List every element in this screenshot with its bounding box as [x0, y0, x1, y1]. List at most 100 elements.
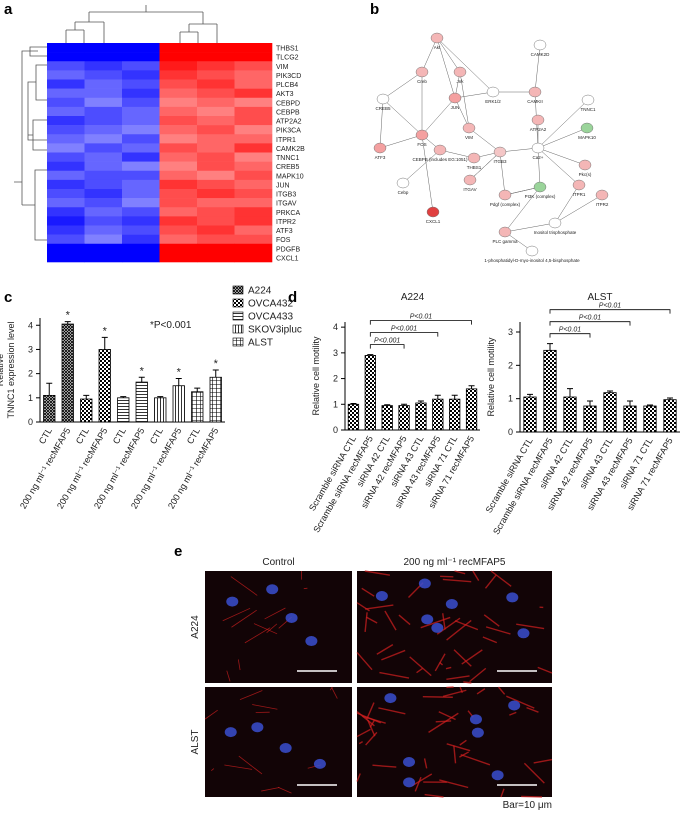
- significance: *: [214, 358, 219, 370]
- heatmap-cell: [47, 189, 85, 199]
- row-label: ITGAV: [276, 201, 297, 208]
- network-edge: [421, 97, 456, 136]
- network-label: ITPR2: [596, 202, 609, 207]
- heatmap-cell: [234, 243, 273, 254]
- heatmap-cell: [84, 116, 123, 126]
- fiber: [482, 636, 498, 644]
- error-bar: [627, 400, 633, 406]
- heatmap-cell: [234, 70, 273, 80]
- fiber: [211, 768, 215, 772]
- fiber: [461, 649, 483, 665]
- nucleus: [508, 700, 521, 711]
- nucleus: [431, 622, 444, 633]
- network-label: Creb: [417, 79, 427, 84]
- heatmap-cell: [159, 189, 198, 199]
- row-label: ITGB3: [276, 192, 296, 199]
- heatmap-cell: [197, 216, 235, 226]
- legend-label: OVCA432: [248, 299, 293, 310]
- network-node: [448, 92, 462, 104]
- nucleus: [445, 599, 458, 610]
- fiber: [222, 607, 251, 622]
- error-bar: [46, 382, 53, 396]
- row-label: ATP2A2: [276, 119, 302, 126]
- heatmap-cell: [84, 225, 123, 235]
- heatmap-cell: [234, 116, 273, 126]
- comparison-label: P<0.01: [410, 314, 432, 321]
- error-bar: [468, 385, 475, 389]
- fiber: [356, 651, 373, 671]
- row-label: CEBPB: [276, 109, 300, 116]
- y-axis-label: TNNC1 expression level: [6, 321, 16, 418]
- heatmap-cell: [84, 170, 123, 181]
- network-label: VIM: [465, 135, 473, 140]
- y-tick-label: 2: [28, 369, 33, 379]
- heatmap-cell: [47, 52, 85, 62]
- fiber: [379, 671, 410, 679]
- fiber: [442, 578, 472, 583]
- error-bar: [367, 354, 374, 356]
- y-tick-label: 3: [508, 327, 513, 337]
- network-node: [548, 217, 562, 229]
- heatmap-cell: [159, 170, 198, 181]
- fiber: [329, 686, 333, 691]
- nucleus: [491, 770, 504, 781]
- y-tick-label: 1: [28, 393, 33, 403]
- row-dendrogram: [14, 46, 47, 241]
- network-label: THBS1: [467, 165, 482, 170]
- heatmap-cell: [197, 79, 235, 89]
- network-label: CREB5: [375, 106, 391, 111]
- fiber: [442, 613, 446, 630]
- heatmap-cell: [122, 189, 160, 199]
- nucleus: [421, 614, 434, 625]
- panel-label: a: [4, 1, 13, 18]
- bar: [135, 381, 148, 423]
- bar: [465, 388, 478, 431]
- heatmap-cell: [197, 252, 235, 263]
- heatmap-cell: [159, 234, 198, 245]
- network-node: [595, 189, 609, 201]
- comparison-bracket: [369, 344, 405, 349]
- panel-label: d: [288, 289, 297, 306]
- fiber: [231, 609, 257, 628]
- network-node: [498, 226, 512, 238]
- heatmap-cell: [47, 179, 85, 190]
- legend-label: A224: [248, 286, 272, 297]
- fiber: [506, 695, 535, 709]
- bar: [381, 405, 393, 431]
- heatmap-cell: [234, 52, 273, 62]
- network-node: [581, 94, 595, 106]
- fiber: [367, 719, 376, 737]
- row-label: ALST: [190, 729, 201, 754]
- network-label: Inositol trisphosphate: [534, 230, 577, 235]
- fiber: [423, 758, 428, 769]
- heatmap-cell: [47, 43, 85, 53]
- heatmap-cell: [122, 216, 160, 226]
- heatmap-cell: [122, 198, 160, 208]
- network-label: CXCL1: [426, 219, 441, 224]
- network-node: [580, 122, 594, 134]
- fiber: [253, 623, 278, 635]
- heatmap-cell: [84, 97, 123, 108]
- fiber: [365, 731, 378, 746]
- heatmap-cell: [122, 134, 160, 144]
- fiber: [472, 570, 480, 582]
- network-node: [462, 122, 476, 134]
- heatmap-cell: [159, 216, 198, 226]
- error-bar: [157, 396, 164, 398]
- error-bar: [175, 377, 182, 386]
- fiber: [362, 715, 386, 724]
- heatmap-cell: [47, 143, 85, 153]
- heatmap-cell: [234, 179, 273, 190]
- fiber: [516, 623, 545, 630]
- network-edge: [534, 44, 541, 93]
- network-label: PLC gamma: [492, 239, 518, 244]
- heatmap-cell: [84, 70, 123, 80]
- micrograph: [205, 571, 352, 683]
- heatmap-cell: [122, 143, 160, 153]
- fiber: [446, 675, 470, 681]
- network-edge: [504, 222, 556, 233]
- fiber: [533, 758, 553, 764]
- fiber: [226, 670, 231, 682]
- nucleus: [471, 727, 484, 738]
